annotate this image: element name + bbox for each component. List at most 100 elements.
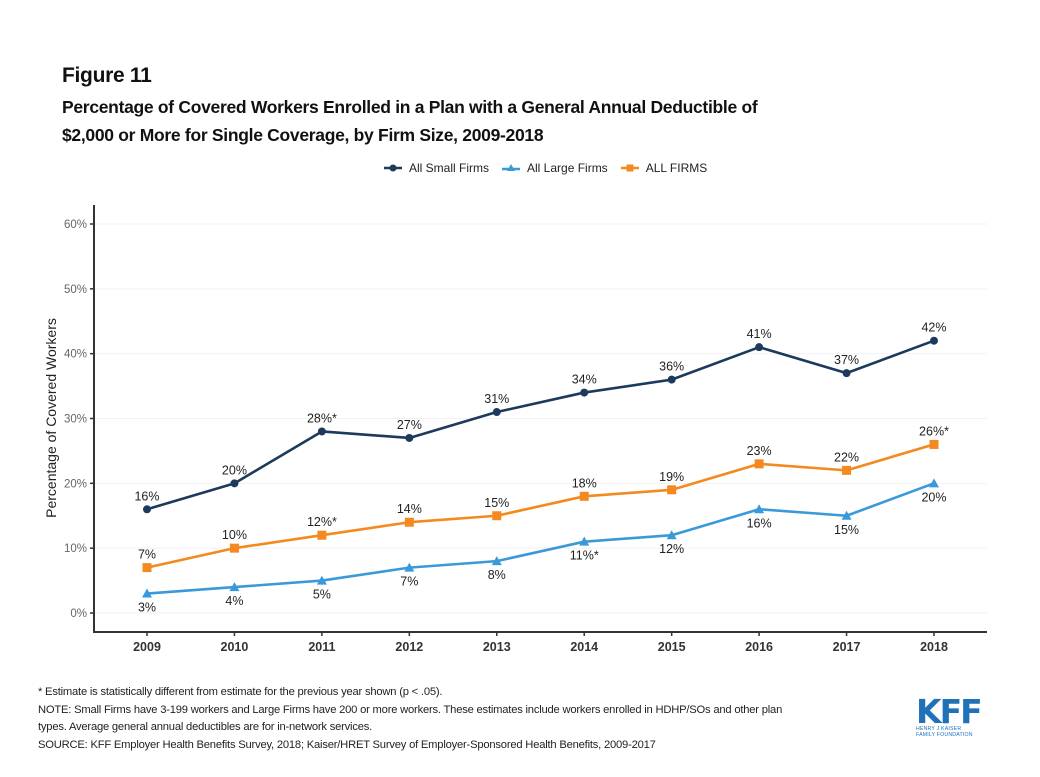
y-tick-label: 10% xyxy=(64,543,87,555)
data-label-all-large-firms: 16% xyxy=(747,516,772,530)
footnotes: * Estimate is statistically different fr… xyxy=(38,684,908,754)
series-lines xyxy=(142,336,939,598)
data-point-all-small-firms xyxy=(405,433,414,442)
series-line-all-firms xyxy=(146,443,935,569)
x-tick-label: 2014 xyxy=(570,640,598,654)
legend-item-large-firms: All Large Firms xyxy=(501,161,608,175)
y-tick-label: 50% xyxy=(64,284,87,296)
data-label-all-firms: 12%* xyxy=(307,515,337,529)
data-point-all-large-firms xyxy=(841,510,852,520)
chart-title: Percentage of Covered Workers Enrolled i… xyxy=(62,93,862,149)
series-line-all-large-firms xyxy=(146,482,935,595)
data-point-all-firms xyxy=(754,459,764,469)
x-tick-label: 2009 xyxy=(133,640,161,654)
legend-item-small-firms: All Small Firms xyxy=(383,161,489,175)
data-point-all-large-firms xyxy=(666,530,677,540)
note-line-2: types. Average general annual deductible… xyxy=(38,721,373,733)
data-point-all-large-firms xyxy=(142,588,152,598)
data-label-all-small-firms: 27% xyxy=(397,418,422,432)
legend-circle-marker-icon xyxy=(384,164,402,172)
data-label-all-firms: 10% xyxy=(222,528,247,542)
data-label-all-large-firms: 5% xyxy=(313,588,331,602)
data-label-all-small-firms: 20% xyxy=(222,463,247,477)
legend-square-marker-icon xyxy=(620,164,639,172)
data-label-all-small-firms: 31% xyxy=(484,392,509,406)
chart-legend: All Small Firms All Large Firms ALL FIRM… xyxy=(383,161,719,175)
y-tick-label: 30% xyxy=(64,414,87,426)
x-tick-label: 2013 xyxy=(483,640,511,654)
data-label-all-firms: 15% xyxy=(484,496,509,510)
data-label-all-firms: 19% xyxy=(659,470,684,484)
x-tick-label: 2010 xyxy=(221,640,249,654)
data-point-all-firms xyxy=(317,530,327,540)
legend-triangle-marker-icon xyxy=(502,164,520,171)
data-label-all-small-firms: 42% xyxy=(921,321,946,335)
chart-title-line-1: Percentage of Covered Workers Enrolled i… xyxy=(62,97,758,117)
data-label-all-large-firms: 7% xyxy=(400,575,418,589)
x-tick-label: 2011 xyxy=(308,640,335,654)
data-point-all-firms xyxy=(404,517,414,527)
x-tick-label: 2012 xyxy=(395,640,423,654)
data-point-all-small-firms xyxy=(230,479,239,488)
data-label-all-small-firms: 41% xyxy=(747,327,772,341)
data-point-all-large-firms xyxy=(316,575,327,585)
x-tick-label: 2016 xyxy=(745,640,773,654)
data-point-all-large-firms xyxy=(404,562,415,572)
y-tick-label: 40% xyxy=(64,349,87,361)
x-tick-label: 2017 xyxy=(833,640,861,654)
kff-logo: KFF HENRY J KAISER FAMILY FOUNDATION xyxy=(916,692,986,738)
data-labels: 16% 20% 28%* 27% 31% 34% 36% 41% 37% 42% 3% 4% 5% 7% 8… xyxy=(134,321,949,615)
x-tick-label: 2018 xyxy=(920,640,948,654)
legend-label: ALL FIRMS xyxy=(645,161,708,175)
data-point-all-small-firms xyxy=(667,375,676,384)
data-label-all-firms: 22% xyxy=(834,450,859,464)
figure-label: Figure 11 xyxy=(62,64,152,87)
x-axis: 2009 2010 2011 2012 2013 2014 2015 2016 2017 2018 xyxy=(93,631,987,654)
data-label-all-small-firms: 37% xyxy=(834,353,859,367)
data-label-all-firms: 14% xyxy=(397,502,422,516)
data-point-all-small-firms xyxy=(317,427,326,436)
source-note: SOURCE: KFF Employer Health Benefits Sur… xyxy=(38,738,656,751)
data-point-all-large-firms xyxy=(579,536,590,546)
kff-logo-mark: KFF xyxy=(916,692,983,731)
data-label-all-large-firms: 11%* xyxy=(570,549,599,563)
data-point-all-firms xyxy=(929,439,939,449)
series-line-all-small-firms xyxy=(146,339,935,511)
data-point-all-firms xyxy=(142,563,152,573)
data-point-all-large-firms xyxy=(491,556,502,566)
data-label-all-firms: 23% xyxy=(747,444,772,458)
data-label-all-large-firms: 12% xyxy=(659,542,684,556)
data-point-all-large-firms xyxy=(229,582,240,592)
legend-label: All Small Firms xyxy=(409,161,489,175)
data-label-all-large-firms: 15% xyxy=(834,523,859,537)
data-point-all-large-firms xyxy=(754,504,765,514)
data-label-all-large-firms: 8% xyxy=(488,568,506,582)
kff-logo-line-1: HENRY J KAISER xyxy=(916,726,962,732)
data-point-all-firms xyxy=(229,543,239,553)
y-axis-label: Percentage of Covered Workers xyxy=(43,318,59,518)
data-point-all-firms xyxy=(492,511,502,521)
y-axis: 0% 10% 20% 30% 40% 50% 60% xyxy=(64,205,95,632)
x-tick-label: 2015 xyxy=(658,640,686,654)
data-point-all-large-firms xyxy=(929,478,939,488)
data-label-all-firms: 18% xyxy=(572,476,597,490)
gridlines xyxy=(94,223,987,614)
data-label-all-large-firms: 20% xyxy=(921,490,946,504)
data-point-all-small-firms xyxy=(930,336,938,345)
legend-item-all-firms: ALL FIRMS xyxy=(620,161,708,175)
data-label-all-small-firms: 36% xyxy=(659,360,684,374)
data-label-all-small-firms: 16% xyxy=(134,489,159,503)
data-point-all-small-firms xyxy=(143,505,151,514)
data-point-all-small-firms xyxy=(492,408,501,417)
y-tick-label: 20% xyxy=(64,478,87,490)
kff-logo-line-2: FAMILY FOUNDATION xyxy=(916,732,973,738)
asterisk-note: * Estimate is statistically different fr… xyxy=(38,686,443,698)
data-label-all-firms: 26%* xyxy=(919,424,949,438)
data-point-all-firms xyxy=(579,491,589,501)
note-line-1: NOTE: Small Firms have 3-199 workers and… xyxy=(38,703,783,716)
data-label-all-small-firms: 28%* xyxy=(307,411,337,425)
data-label-all-large-firms: 4% xyxy=(225,594,243,608)
data-point-all-small-firms xyxy=(580,388,589,397)
data-label-all-small-firms: 34% xyxy=(572,373,597,387)
